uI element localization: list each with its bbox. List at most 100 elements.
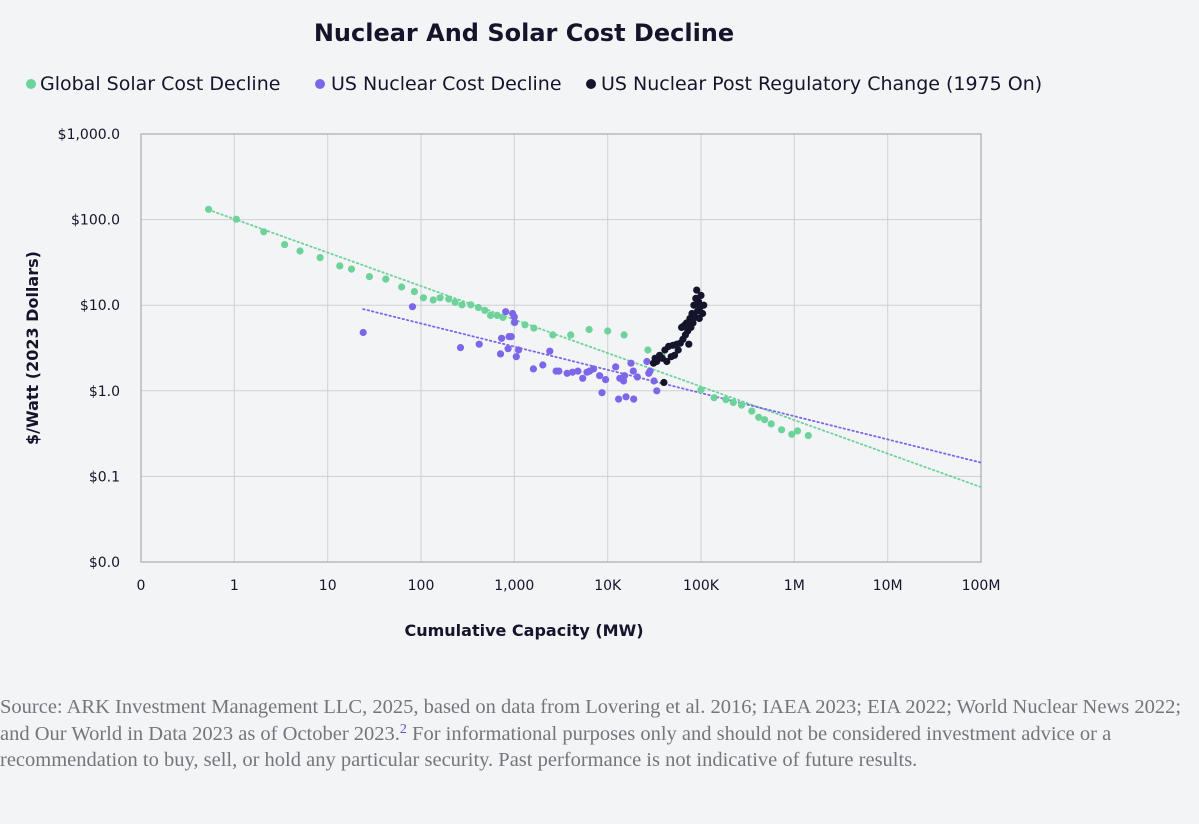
disclaimer-text: For informational purposes only and shou…: [0, 722, 1112, 772]
solar-point: [567, 331, 575, 339]
nuclear-point: [627, 359, 635, 367]
nuclear-point: [650, 377, 658, 385]
solar-point: [793, 427, 802, 435]
solar-point: [481, 306, 489, 314]
solar-point: [205, 205, 213, 213]
nuclear-point: [630, 395, 638, 403]
legend-item-nuclear: US Nuclear Cost Decline: [315, 73, 562, 95]
nuclear-post-point: [670, 351, 679, 359]
solar-point: [445, 295, 453, 303]
solar-point: [260, 228, 268, 236]
nuclear-point: [643, 357, 651, 366]
nuclear-point: [511, 318, 519, 326]
solar-point: [778, 426, 786, 434]
x-tick-label: 100K: [683, 578, 720, 594]
solar-point: [738, 401, 746, 409]
solar-point: [336, 262, 344, 270]
nuclear-point: [546, 347, 554, 355]
data-points: [205, 205, 812, 440]
nuclear-point: [498, 334, 506, 342]
nuclear-point: [563, 369, 571, 377]
x-tick-label: 10K: [594, 578, 622, 594]
nuclear-point: [568, 368, 577, 376]
solar-point: [767, 420, 775, 428]
nuclear-post-point: [693, 286, 701, 294]
solar-point: [585, 325, 593, 334]
solar-point: [620, 331, 628, 339]
legend-label-nuclear: US Nuclear Cost Decline: [331, 73, 562, 95]
solar-point: [296, 247, 304, 255]
nuclear-post-point: [700, 301, 708, 309]
nuclear-point: [514, 346, 523, 354]
trendline: [207, 208, 982, 489]
nuclear-point: [629, 367, 637, 375]
nuclear-point: [653, 387, 661, 395]
solar-point: [549, 331, 557, 339]
solar-point: [521, 321, 529, 329]
nuclear-point: [529, 365, 538, 373]
x-axis-label: Cumulative Capacity (MW): [404, 621, 643, 640]
nuclear-post-point: [674, 346, 682, 354]
solar-point: [410, 288, 418, 296]
solar-point: [644, 346, 652, 354]
nuclear-point: [579, 374, 587, 382]
y-tick-label: $0.0: [89, 555, 120, 571]
x-tick-label: 100: [408, 578, 435, 594]
nuclear-point: [574, 367, 582, 375]
x-tick-labels: 0 1 10 100 1,000 10K 100K 1M 10M 100M: [137, 578, 1001, 594]
solar-point: [722, 396, 730, 404]
nuclear-point: [539, 361, 547, 369]
solar-point: [458, 301, 466, 309]
legend-item-nuclear-post: US Nuclear Post Regulatory Change (1975 …: [586, 73, 1042, 95]
solar-point: [281, 241, 289, 249]
nuclear-point: [408, 303, 417, 311]
legend-item-solar: Global Solar Cost Decline: [26, 73, 280, 95]
nuclear-point: [646, 367, 654, 375]
footnote-link[interactable]: 2: [399, 721, 407, 737]
solar-point: [486, 311, 495, 319]
nuclear-point: [502, 308, 510, 316]
nuclear-point: [612, 363, 620, 371]
solar-point: [710, 394, 718, 402]
y-tick-label: $100.0: [71, 213, 120, 229]
legend-label-nuclear-post: US Nuclear Post Regulatory Change (1975 …: [601, 73, 1042, 95]
solar-point: [436, 294, 444, 302]
y-tick-label: $1,000.0: [58, 127, 120, 143]
nuclear-post-point: [699, 309, 707, 318]
solar-point: [451, 298, 459, 306]
legend: Global Solar Cost Decline US Nuclear Cos…: [26, 73, 1042, 95]
legend-label-solar: Global Solar Cost Decline: [40, 73, 280, 95]
chart-title: Nuclear And Solar Cost Decline: [314, 19, 734, 47]
y-tick-labels: $0.0 $0.1 $1.0 $10.0 $100.0 $1,000.0: [58, 127, 120, 571]
nuclear-point: [633, 373, 642, 381]
solar-point: [347, 265, 356, 273]
solar-point: [365, 273, 373, 281]
solar-point: [697, 386, 705, 394]
source-text: Source: ARK Investment Management LLC, 2…: [0, 696, 1182, 745]
y-tick-label: $10.0: [80, 298, 120, 314]
nuclear-post-point: [694, 298, 703, 306]
nuclear-point: [510, 313, 518, 321]
nuclear-point: [475, 340, 483, 348]
solar-point: [604, 327, 612, 335]
nuclear-point: [589, 365, 598, 373]
solar-point: [755, 413, 763, 421]
y-tick-label: $0.1: [89, 469, 120, 485]
x-tick-label: 1M: [784, 578, 805, 594]
solar-point: [804, 432, 812, 440]
x-tick-label: 10M: [873, 578, 903, 594]
solar-point: [493, 311, 501, 319]
x-tick-label: 100M: [962, 578, 1001, 594]
nuclear-point: [621, 372, 629, 380]
nuclear-post-point: [660, 378, 668, 387]
nuclear-point: [456, 344, 465, 352]
nuclear-post-point: [653, 357, 661, 366]
grid: [141, 134, 981, 562]
solar-point: [398, 283, 406, 291]
solar-point: [729, 398, 737, 407]
nuclear-point: [507, 333, 515, 341]
plot-frame: [140, 133, 982, 563]
legend-marker-solar: [26, 79, 36, 89]
solar-point: [530, 324, 538, 332]
x-tick-label: 1,000: [494, 578, 534, 594]
